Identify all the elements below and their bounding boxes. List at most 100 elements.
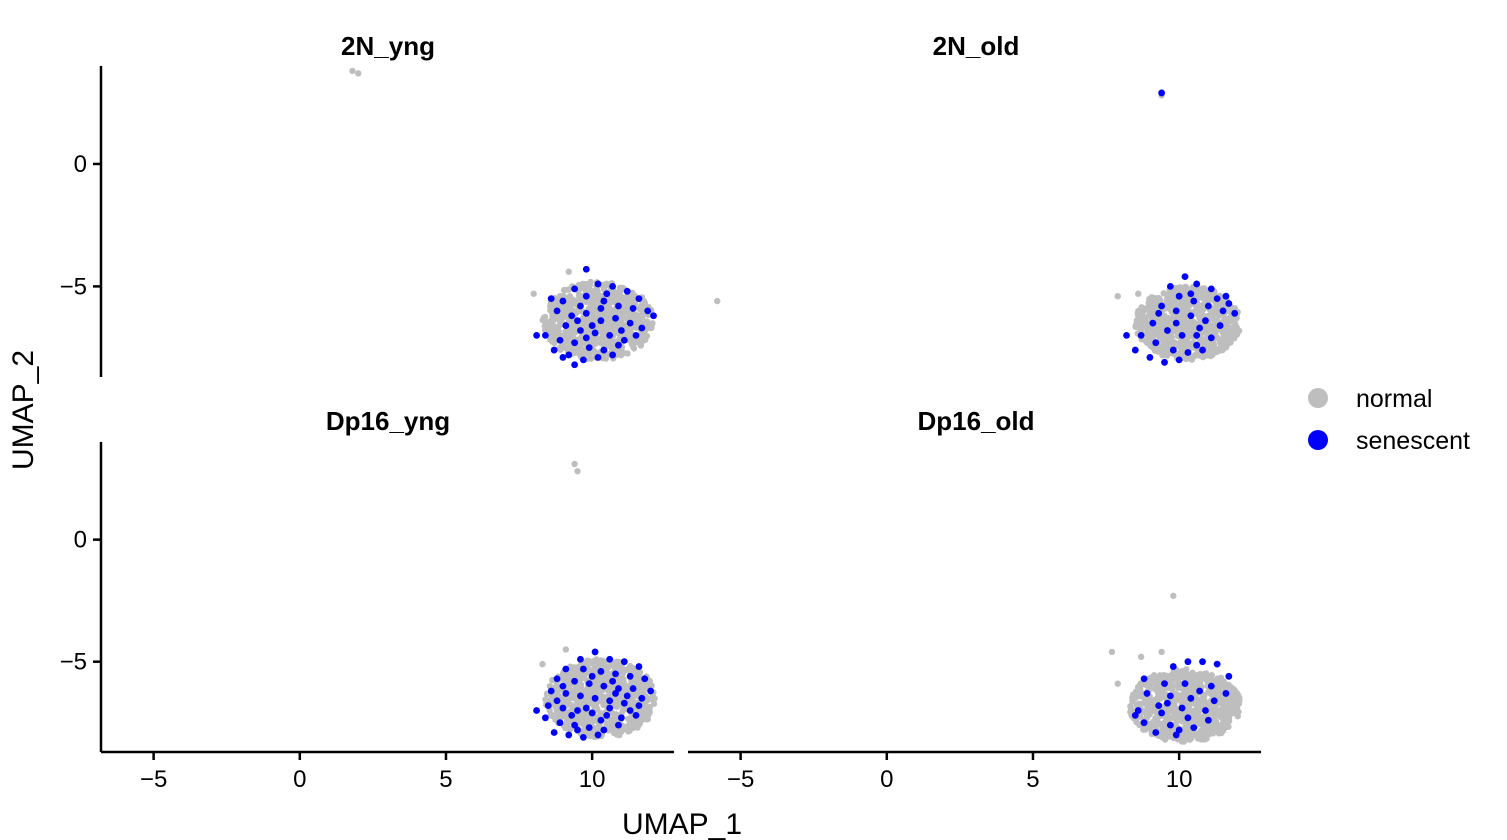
normal-point	[1194, 703, 1201, 710]
senescent-point	[541, 714, 549, 722]
legend-senescent-swatch	[1308, 430, 1328, 450]
normal-point	[1158, 648, 1165, 656]
senescent-point	[1169, 346, 1177, 354]
normal-point	[1183, 720, 1191, 727]
senescent-point	[594, 354, 602, 361]
normal-point	[1192, 351, 1200, 358]
normal-point	[1177, 326, 1185, 333]
normal-point	[552, 703, 559, 711]
senescent-point	[588, 672, 596, 680]
senescent-point	[559, 297, 567, 305]
normal-point	[604, 338, 612, 345]
normal-point	[1137, 326, 1144, 333]
normal-point	[1199, 716, 1207, 724]
senescent-point	[574, 317, 581, 325]
senescent-point	[579, 356, 587, 364]
senescent-point	[609, 351, 617, 359]
senescent-point	[1164, 699, 1171, 707]
normal-point	[633, 338, 641, 345]
normal-point	[553, 714, 560, 721]
normal-point	[714, 297, 721, 305]
senescent-point	[1123, 331, 1130, 339]
normal-point	[1195, 735, 1202, 742]
normal-point	[622, 686, 629, 694]
normal-point	[1207, 726, 1215, 733]
normal-point	[1210, 315, 1218, 323]
normal-point	[539, 660, 546, 668]
normal-point	[569, 707, 576, 714]
y-tick-label: −5	[60, 273, 87, 300]
normal-point	[583, 350, 590, 357]
normal-point	[567, 701, 575, 709]
senescent-point	[1213, 295, 1221, 303]
normal-point	[349, 67, 356, 75]
senescent-point	[1204, 716, 1212, 724]
senescent-point	[1196, 687, 1204, 695]
senescent-point	[1146, 354, 1154, 361]
normal-point	[630, 345, 638, 352]
senescent-point	[638, 324, 646, 332]
senescent-point	[615, 685, 622, 692]
normal-point	[1188, 672, 1196, 680]
senescent-point	[1193, 280, 1201, 288]
senescent-point	[603, 290, 611, 298]
normal-point	[1142, 324, 1149, 331]
normal-point	[567, 297, 575, 305]
senescent-point	[562, 665, 570, 673]
y-tick-label: −5	[60, 649, 87, 676]
normal-point	[563, 714, 570, 721]
senescent-point	[1152, 339, 1160, 347]
normal-point	[585, 315, 592, 322]
normal-point	[1186, 354, 1193, 362]
senescent-point	[626, 707, 634, 714]
normal-point	[630, 719, 637, 726]
senescent-point	[620, 699, 628, 707]
senescent-point	[1155, 309, 1163, 317]
normal-point	[1154, 684, 1161, 691]
normal-point	[1127, 702, 1134, 710]
normal-point	[1166, 292, 1173, 299]
senescent-point	[603, 711, 611, 719]
senescent-point	[1193, 331, 1201, 339]
normal-point	[615, 309, 623, 316]
senescent-point	[609, 282, 617, 290]
normal-point	[599, 334, 606, 341]
senescent-point	[647, 687, 655, 695]
x-tick-label: 10	[579, 766, 606, 793]
senescent-point	[1225, 300, 1233, 307]
normal-point	[1201, 724, 1209, 732]
normal-point	[1212, 718, 1220, 725]
senescent-point	[1172, 307, 1180, 315]
senescent-point	[1178, 704, 1186, 712]
senescent-point	[650, 312, 657, 320]
normal-point	[651, 695, 658, 702]
senescent-point	[577, 302, 584, 310]
senescent-point	[606, 704, 614, 712]
normal-point	[582, 716, 590, 723]
normal-point	[609, 292, 616, 299]
normal-point	[1206, 689, 1213, 696]
senescent-point	[1172, 319, 1180, 327]
normal-point	[1225, 700, 1233, 708]
normal-point	[1133, 718, 1140, 726]
normal-point	[620, 349, 627, 357]
senescent-point	[594, 731, 602, 739]
senescent-point	[606, 697, 614, 705]
normal-point	[1108, 648, 1116, 656]
normal-point	[1229, 324, 1237, 331]
senescent-point	[582, 292, 590, 300]
senescent-point	[620, 658, 628, 666]
normal-point	[1156, 691, 1163, 699]
facet-panel-2N_old: 2N_old	[714, 31, 1243, 366]
normal-point	[1188, 332, 1195, 340]
senescent-point	[571, 361, 579, 369]
senescent-point	[585, 680, 593, 688]
x-tick-label: 10	[1166, 766, 1193, 793]
normal-point	[614, 699, 622, 706]
normal-point	[563, 672, 570, 679]
normal-point	[1172, 672, 1180, 679]
normal-point	[592, 317, 599, 324]
senescent-point	[574, 726, 581, 734]
senescent-point	[1187, 312, 1195, 320]
senescent-point	[577, 655, 584, 663]
